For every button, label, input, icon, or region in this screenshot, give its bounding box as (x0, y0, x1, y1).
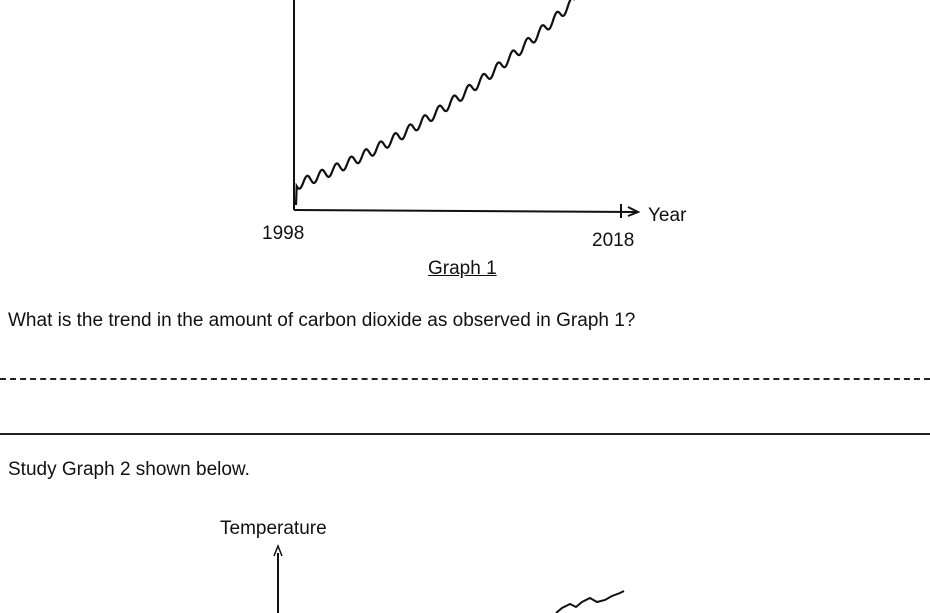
graph1-co2-curve (294, 0, 575, 206)
instruction-text: Study Graph 2 shown below. (8, 459, 250, 480)
answer-line-1[interactable] (0, 378, 930, 380)
question-text: What is the trend in the amount of carbo… (8, 310, 636, 331)
graph1-x-axis-label: Year (648, 205, 687, 226)
graph1-x-end-label: 2018 (592, 230, 635, 251)
graph1-x-start-label: 1998 (262, 223, 305, 244)
graph1-caption: Graph 1 (428, 258, 497, 279)
graph2-y-axis-arrow (273, 543, 283, 557)
graph1-x-axis (293, 209, 637, 213)
graph1-x-axis-arrow (627, 206, 641, 217)
graph2-temperature-curve (555, 590, 625, 613)
answer-line-2[interactable] (0, 433, 930, 435)
graph2-y-axis-label: Temperature (220, 518, 327, 539)
